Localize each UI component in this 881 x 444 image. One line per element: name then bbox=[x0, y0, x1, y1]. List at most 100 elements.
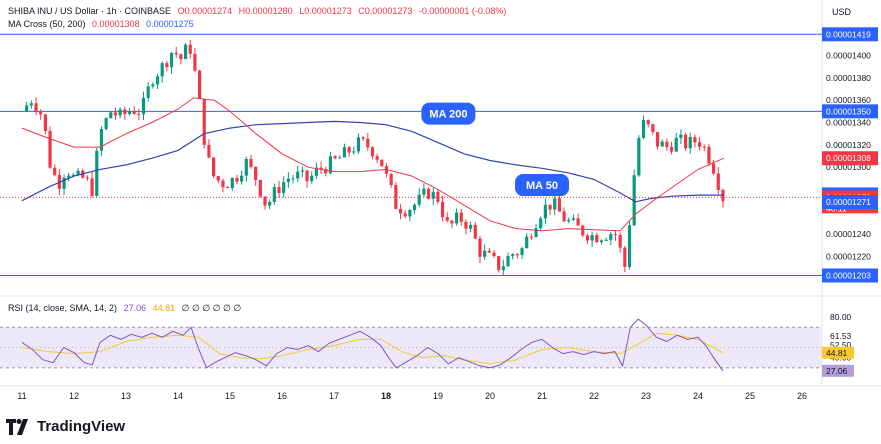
candle-body bbox=[62, 177, 66, 189]
candle-body bbox=[431, 191, 435, 199]
time-tick-label: 25 bbox=[745, 391, 755, 401]
candle-body bbox=[679, 134, 683, 138]
candle-body bbox=[296, 171, 300, 179]
candle-body bbox=[571, 218, 576, 220]
candle-body bbox=[356, 137, 361, 152]
rsi-value-1: 27.06 bbox=[123, 303, 147, 313]
rsi-empty-values: ∅ ∅ ∅ ∅ ∅ ∅ bbox=[181, 303, 242, 313]
time-tick-label: 13 bbox=[121, 391, 131, 401]
candle-body bbox=[613, 234, 618, 236]
candle-body bbox=[665, 141, 669, 148]
candle-body bbox=[380, 159, 384, 167]
ma-low-price-tag-bg bbox=[822, 195, 878, 210]
candle-body bbox=[712, 163, 716, 174]
candle-body bbox=[702, 146, 706, 148]
candle-body bbox=[151, 84, 155, 87]
candle-body bbox=[67, 175, 71, 178]
time-tick-label: 14 bbox=[173, 391, 183, 401]
ma50-price-tag: 0.00001308 bbox=[826, 153, 871, 163]
candle-body bbox=[543, 204, 547, 219]
candle-body bbox=[641, 120, 646, 138]
candle-body bbox=[515, 254, 519, 256]
time-tick-label: 21 bbox=[537, 391, 547, 401]
candle-body bbox=[361, 137, 365, 139]
candle-body bbox=[39, 111, 43, 115]
annotation-label: MA 200 bbox=[429, 109, 467, 121]
candle-body bbox=[408, 210, 412, 217]
candle-body bbox=[487, 250, 491, 253]
candle-body bbox=[548, 204, 552, 210]
close-value: C0.00001273 bbox=[358, 6, 413, 16]
annotations[interactable]: MA 200 MA 50 bbox=[421, 102, 569, 197]
time-tick-label: 19 bbox=[433, 391, 443, 401]
candle-body bbox=[197, 70, 202, 99]
price-tick-label: 0.00001360 bbox=[826, 95, 871, 105]
candle-body bbox=[590, 235, 594, 241]
currency-label[interactable]: USD bbox=[832, 7, 852, 17]
tradingview-logo-icon bbox=[6, 418, 28, 435]
candle-body bbox=[230, 177, 234, 189]
candle-body bbox=[90, 178, 94, 196]
candle-body bbox=[655, 131, 660, 147]
candle-body bbox=[567, 219, 571, 222]
rsi-ma-line bbox=[21, 332, 724, 365]
candle-body bbox=[426, 188, 431, 199]
candle-body bbox=[389, 173, 393, 186]
tradingview-logo[interactable]: TradingView bbox=[6, 418, 125, 435]
candle-body bbox=[169, 52, 174, 68]
rsi-legend[interactable]: RSI (14, close, SMA, 14, 2) 27.06 44.81 … bbox=[8, 303, 245, 314]
candle-body bbox=[417, 194, 421, 205]
level-price-tag: 0.00001203 bbox=[826, 270, 871, 280]
candle-body bbox=[445, 217, 449, 221]
level-price-tag-bg bbox=[822, 104, 878, 119]
candle-body bbox=[324, 169, 328, 174]
annotation-bubble bbox=[421, 102, 476, 125]
candle-body bbox=[651, 124, 655, 132]
candle-body bbox=[520, 248, 524, 256]
candle-body bbox=[646, 120, 650, 125]
rsi-value-tag: 27.06 bbox=[826, 366, 848, 376]
candle-body bbox=[375, 156, 379, 160]
candle-body bbox=[99, 128, 104, 151]
rsi-value-tag-bg bbox=[822, 364, 854, 377]
high-value: H0.00001280 bbox=[238, 6, 293, 16]
candle-body bbox=[207, 144, 211, 158]
candle-body bbox=[160, 63, 164, 77]
candle-body bbox=[403, 213, 407, 217]
rsi-ma-tag: 44.81 bbox=[826, 348, 848, 358]
candle-body bbox=[683, 134, 688, 149]
time-tick-label: 15 bbox=[225, 391, 235, 401]
candle-body bbox=[249, 158, 253, 167]
candle-body bbox=[34, 103, 38, 112]
candle-body bbox=[71, 174, 76, 176]
candle-body bbox=[473, 224, 477, 239]
candle-body bbox=[693, 137, 697, 143]
candle-body bbox=[637, 137, 641, 176]
candle-body bbox=[188, 44, 192, 54]
level-price-tag-bg bbox=[822, 268, 878, 283]
rsi-band bbox=[0, 327, 822, 368]
candle-body bbox=[497, 256, 501, 271]
candle-body bbox=[76, 170, 80, 175]
time-axis[interactable]: 11 12 13 14 15 16 17 18 19 20 21 22 23 24 25 26 bbox=[17, 391, 807, 401]
time-tick-label: 16 bbox=[277, 391, 287, 401]
candle-body bbox=[221, 180, 225, 188]
annotation-bubble bbox=[515, 174, 569, 197]
price-axis[interactable]: 0.00001400 0.00001380 0.00001360 0.00001340… bbox=[822, 27, 878, 377]
candle-body bbox=[282, 182, 286, 194]
candle-body bbox=[688, 137, 692, 149]
candle-body bbox=[174, 52, 178, 55]
candle-body bbox=[104, 118, 108, 129]
candle-body bbox=[525, 236, 529, 249]
change-value: -0.00000001 (-0.08%) bbox=[418, 6, 507, 16]
candle-body bbox=[669, 147, 674, 152]
candles bbox=[25, 40, 725, 276]
candle-body bbox=[422, 188, 426, 195]
ma-cross-legend[interactable]: MA Cross (50, 200) 0.00001308 0.00001275 bbox=[8, 19, 198, 29]
candle-body bbox=[211, 157, 216, 177]
candle-body bbox=[29, 103, 33, 106]
symbol-title[interactable]: SHIBA INU / US Dollar · 1h · COINBASE bbox=[8, 6, 172, 16]
symbol-header: SHIBA INU / US Dollar · 1h · COINBASE O0… bbox=[8, 6, 510, 16]
candle-body bbox=[338, 157, 342, 159]
